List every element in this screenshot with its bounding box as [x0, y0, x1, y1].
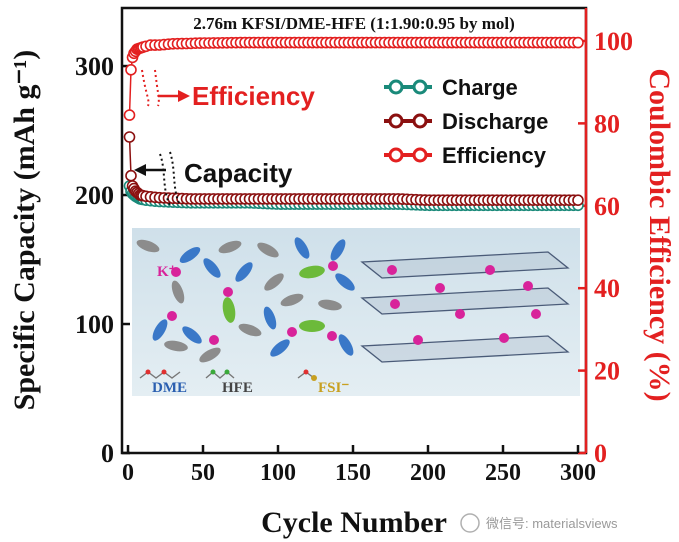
- x-tick-label: 0: [122, 460, 134, 486]
- legend-label: Discharge: [442, 109, 548, 134]
- x-tick-label: 150: [335, 460, 371, 486]
- watermark-text: 微信号: materialsviews: [486, 516, 618, 531]
- x-tick-label: 300: [560, 460, 596, 486]
- annotation-capacity-label: Capacity: [184, 158, 293, 188]
- data-point: [123, 109, 136, 121]
- legend-swatch-marker: [388, 79, 404, 95]
- legend-swatch-marker: [412, 113, 428, 129]
- molecule-sketches: [139, 369, 317, 381]
- right-axis-ticks: 0 20 40 60 80 100: [578, 27, 633, 468]
- left-axis-ticks: 0 100 200 300: [75, 52, 130, 468]
- graphene-layers: [360, 251, 570, 363]
- intercalated-k-ions: [387, 265, 541, 345]
- annotation-efficiency-label: Efficiency: [192, 81, 315, 111]
- y-axis-label-right: Coulombic Efficiency (%): [643, 68, 676, 401]
- right-tick-label: 60: [594, 192, 620, 221]
- legend-label: Efficiency: [442, 143, 547, 168]
- series-layer: [123, 36, 584, 212]
- left-tick-label: 100: [75, 310, 114, 339]
- chart-title: 2.76m KFSI/DME-HFE (1:1.90:0.95 by mol): [193, 14, 515, 33]
- data-point: [572, 36, 584, 49]
- y-axis-label-left: Specific Capacity (mAh g⁻¹): [8, 50, 41, 411]
- inset-label-k-ion: K⁺: [157, 264, 177, 280]
- right-tick-label: 80: [594, 109, 620, 138]
- x-tick-label: 200: [410, 460, 446, 486]
- wechat-icon: [460, 513, 480, 533]
- annotation-capacity: Capacity: [134, 151, 293, 206]
- inset-label-fsi: FSI⁻: [318, 380, 349, 396]
- series-discharge: [123, 131, 584, 206]
- legend-item-efficiency: Efficiency: [384, 143, 547, 168]
- x-axis-label: Cycle Number: [261, 506, 447, 539]
- legend-item-charge: Charge: [384, 75, 518, 100]
- x-tick-label: 50: [191, 460, 215, 486]
- legend-label: Charge: [442, 75, 518, 100]
- inset-illustration: K⁺ DME HFE FSI⁻: [132, 228, 580, 396]
- right-tick-label: 100: [594, 27, 633, 56]
- legend-swatch-marker: [388, 147, 404, 163]
- right-tick-label: 40: [594, 274, 620, 303]
- solvent-molecules: [136, 237, 355, 363]
- x-tick-label: 100: [260, 460, 296, 486]
- x-tick-label: 250: [485, 460, 521, 486]
- inset-label-dme: DME: [152, 380, 187, 396]
- legend-swatch-marker: [412, 79, 428, 95]
- data-point: [125, 169, 137, 182]
- right-tick-label: 0: [594, 439, 607, 468]
- inset-label-hfe: HFE: [222, 380, 253, 396]
- inset-background: [132, 228, 580, 396]
- legend: Charge Discharge Efficiency: [384, 75, 548, 168]
- k-ions: [167, 261, 338, 345]
- left-tick-label: 200: [75, 181, 114, 210]
- legend-swatch-marker: [388, 113, 404, 129]
- series-efficiency: [123, 36, 584, 121]
- data-point: [123, 131, 136, 143]
- left-tick-label: 0: [101, 439, 114, 468]
- data-point: [125, 64, 137, 76]
- data-point: [572, 194, 584, 206]
- annotation-efficiency: Efficiency: [141, 69, 315, 111]
- legend-swatch-marker: [412, 147, 428, 163]
- left-tick-label: 300: [75, 52, 114, 81]
- x-axis-ticks: 0 50 100 150 200 250 300: [122, 445, 596, 486]
- legend-item-discharge: Discharge: [384, 109, 548, 134]
- right-tick-label: 20: [594, 357, 620, 386]
- watermark: 微信号: materialsviews: [460, 513, 618, 533]
